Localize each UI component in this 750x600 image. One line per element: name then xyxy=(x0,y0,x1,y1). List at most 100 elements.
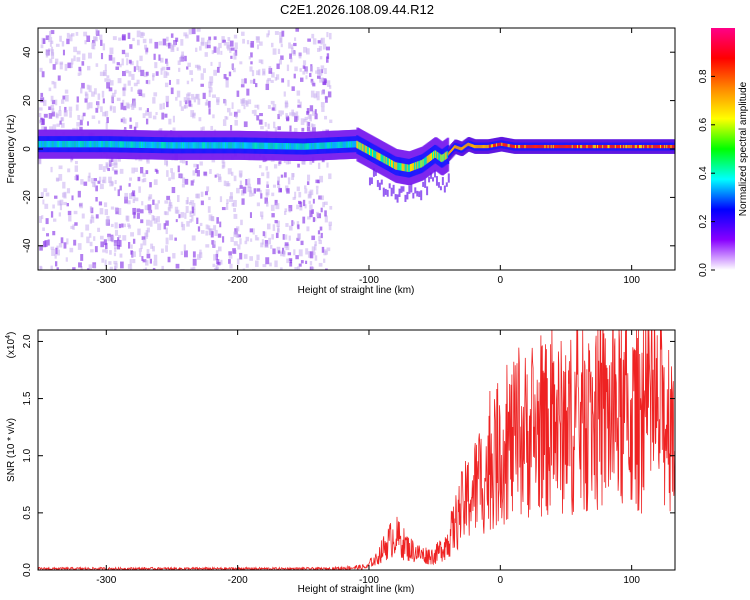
noise-cell xyxy=(270,100,275,105)
noise-cell xyxy=(199,46,202,51)
noise-cell xyxy=(204,41,209,49)
noise-cell xyxy=(58,212,62,217)
noise-cell xyxy=(153,92,158,97)
noise-cell xyxy=(185,206,189,214)
noise-cell xyxy=(45,192,50,197)
noise-cell xyxy=(123,105,127,111)
noise-cell xyxy=(114,247,117,252)
noise-cell xyxy=(297,104,302,108)
noise-cell xyxy=(47,239,50,246)
noise-cell xyxy=(288,225,293,231)
noise-cell xyxy=(196,64,201,69)
noise-cell xyxy=(200,191,204,197)
ridge-tail xyxy=(414,187,417,194)
noise-cell xyxy=(195,94,199,99)
noise-cell xyxy=(200,230,205,234)
noise-cell xyxy=(117,237,120,241)
noise-cell xyxy=(247,178,251,185)
noise-cell xyxy=(58,165,63,170)
noise-cell xyxy=(114,89,117,94)
noise-cell xyxy=(317,213,322,219)
noise-cell xyxy=(321,106,325,112)
noise-cell xyxy=(60,122,65,128)
noise-cell xyxy=(319,56,323,60)
noise-cell xyxy=(196,35,200,42)
noise-cell xyxy=(108,176,112,184)
noise-cell xyxy=(289,261,293,267)
noise-cell xyxy=(43,99,47,106)
noise-cell xyxy=(306,126,311,132)
noise-cell xyxy=(104,64,107,71)
ridge-tail xyxy=(416,190,419,197)
noise-cell xyxy=(42,227,45,231)
noise-cell xyxy=(74,165,79,172)
noise-cell xyxy=(116,97,121,102)
noise-cell xyxy=(128,193,133,200)
noise-cell xyxy=(126,215,130,222)
noise-cell xyxy=(144,44,148,50)
noise-cell xyxy=(230,55,233,59)
noise-cell xyxy=(201,37,205,45)
noise-cell xyxy=(162,102,165,110)
noise-cell xyxy=(111,92,116,97)
noise-cell xyxy=(208,36,212,41)
noise-cell xyxy=(140,243,143,249)
noise-cell xyxy=(318,239,322,245)
noise-cell xyxy=(204,52,208,57)
noise-cell xyxy=(151,215,155,221)
noise-cell xyxy=(118,208,122,215)
noise-cell xyxy=(107,235,112,242)
noise-cell xyxy=(189,210,194,214)
noise-cell xyxy=(99,235,104,240)
noise-cell xyxy=(83,31,88,37)
noise-cell xyxy=(227,168,232,175)
noise-cell xyxy=(316,96,320,101)
noise-cell xyxy=(114,180,117,185)
noise-cell xyxy=(66,238,69,245)
noise-cell xyxy=(312,198,315,204)
noise-cell xyxy=(65,257,68,262)
noise-cell xyxy=(136,208,141,213)
noise-cell xyxy=(286,258,290,264)
noise-cell xyxy=(307,121,311,126)
ridge-tail xyxy=(408,185,411,194)
noise-cell xyxy=(264,197,268,204)
noise-cell xyxy=(116,62,120,66)
noise-cell xyxy=(141,201,144,206)
noise-cell xyxy=(311,127,316,134)
noise-cell xyxy=(267,123,270,130)
noise-cell xyxy=(40,97,45,103)
ridge-tail xyxy=(443,185,446,193)
noise-cell xyxy=(300,118,305,125)
noise-cell xyxy=(303,46,308,53)
noise-cell xyxy=(95,214,99,219)
noise-cell xyxy=(298,249,303,257)
noise-cell xyxy=(328,221,333,226)
noise-cell xyxy=(158,54,161,61)
noise-cell xyxy=(49,126,53,132)
noise-cell xyxy=(225,116,229,120)
noise-cell xyxy=(185,34,189,39)
noise-cell xyxy=(264,240,269,247)
noise-cell xyxy=(266,223,271,230)
noise-cell xyxy=(105,249,108,254)
noise-cell xyxy=(280,174,284,178)
noise-cell xyxy=(222,236,225,243)
noise-cell xyxy=(126,58,129,66)
noise-cell xyxy=(288,42,291,49)
colorbar-tick-label: 0.4 xyxy=(698,166,709,180)
noise-cell xyxy=(168,177,171,181)
noise-cell xyxy=(249,79,254,84)
noise-cell xyxy=(304,185,307,189)
noise-cell xyxy=(317,230,321,235)
noise-cell xyxy=(297,266,300,270)
noise-cell xyxy=(186,66,189,70)
noise-cell xyxy=(102,166,106,172)
noise-cell xyxy=(110,223,114,228)
ridge-tail xyxy=(384,188,387,195)
noise-cell xyxy=(64,63,68,71)
ridge-tail xyxy=(432,177,435,182)
ridge-tail xyxy=(386,189,389,197)
noise-cell xyxy=(220,50,223,55)
